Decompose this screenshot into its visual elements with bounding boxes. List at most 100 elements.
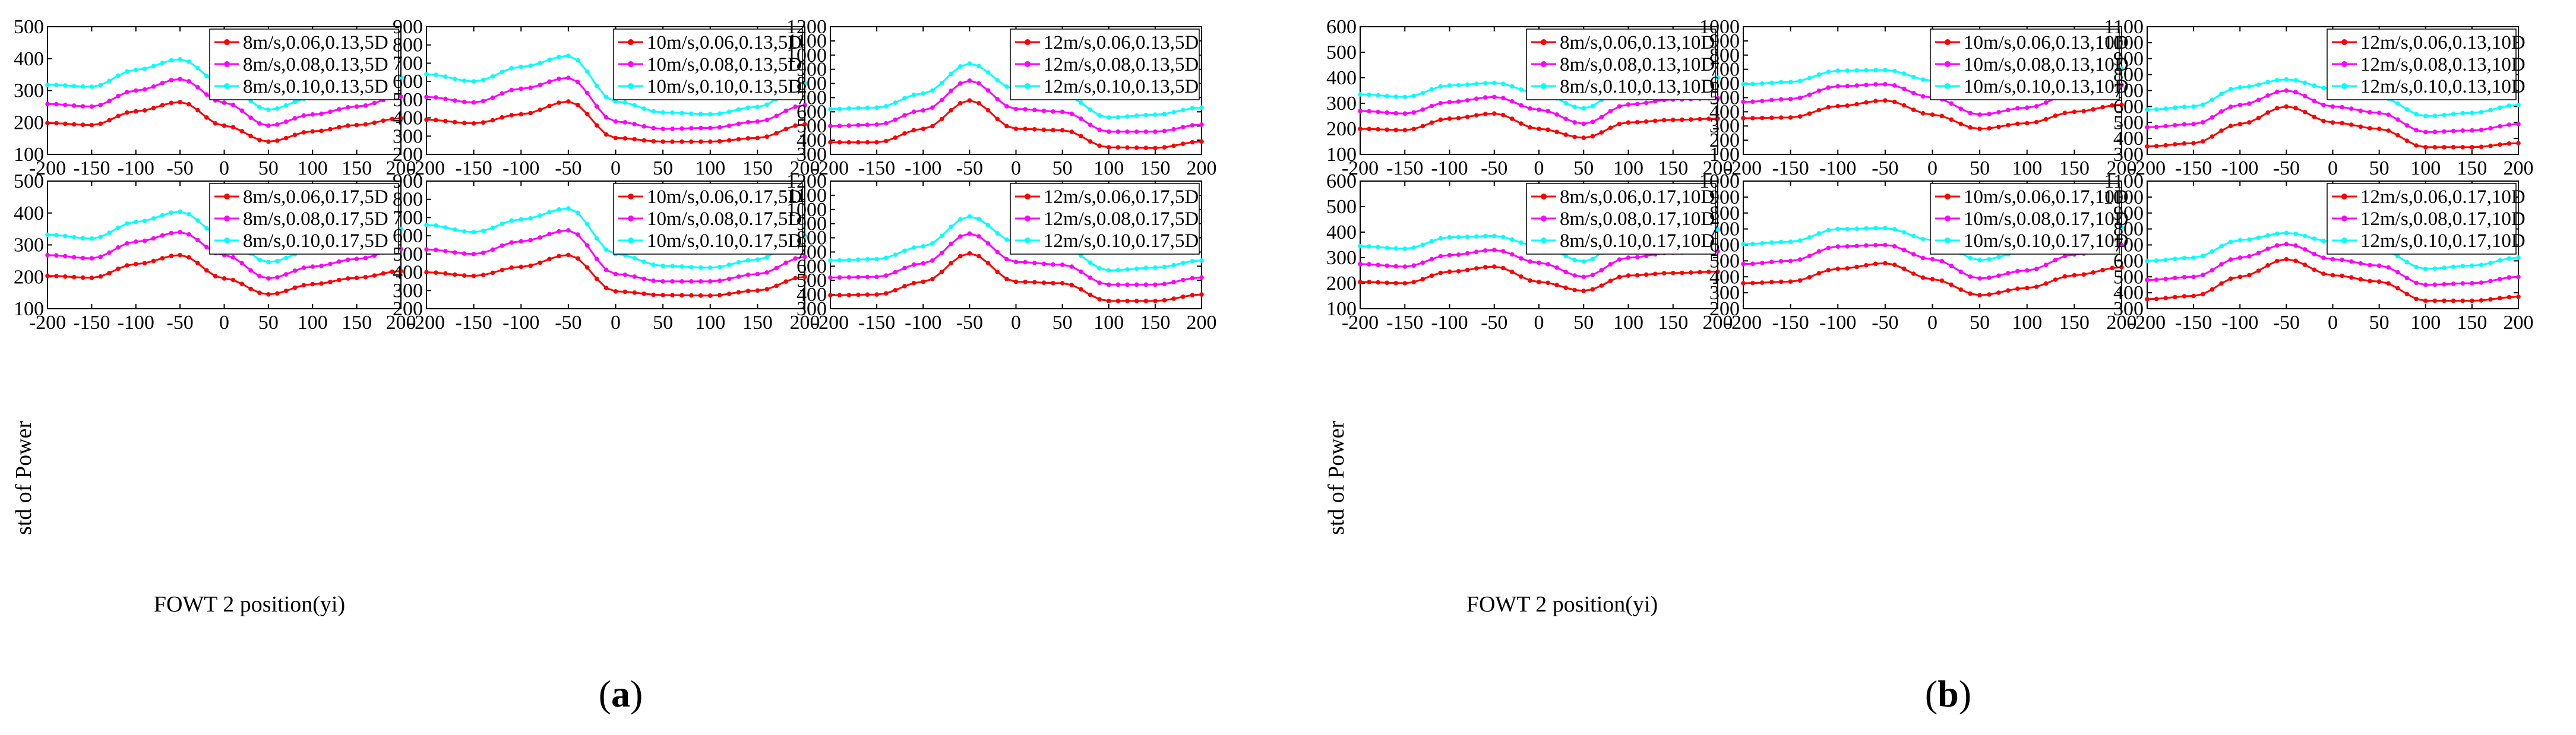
data-point: [275, 291, 280, 296]
data-point: [195, 85, 200, 90]
data-point: [1528, 259, 1532, 264]
data-point: [195, 237, 200, 243]
data-point: [1901, 248, 1907, 252]
data-point: [434, 223, 438, 228]
data-point: [1429, 239, 1434, 244]
data-point: [902, 284, 907, 289]
data-point: [169, 78, 174, 83]
x-tick-label: 50: [1052, 312, 1073, 334]
data-point: [134, 67, 138, 72]
data-point: [764, 102, 770, 107]
data-point: [976, 64, 981, 68]
data-point: [1402, 264, 1408, 269]
data-point: [1949, 117, 1954, 122]
y-tick-label: 200: [14, 112, 44, 134]
legend-label: 10m/s,0.10,0.13,5D: [647, 76, 802, 97]
y-tick-label: 300: [393, 125, 423, 147]
data-point: [921, 261, 926, 266]
data-point: [1411, 245, 1417, 250]
data-point: [1760, 280, 1765, 285]
data-point: [2145, 277, 2150, 283]
data-point: [443, 225, 448, 230]
data-point: [2507, 103, 2512, 108]
data-point: [1385, 110, 1389, 115]
data-point: [1599, 115, 1604, 120]
data-point: [301, 130, 306, 135]
data-point: [187, 232, 191, 237]
data-point: [2275, 78, 2280, 83]
data-point: [2451, 128, 2456, 134]
data-point: [846, 258, 852, 262]
data-point: [2256, 82, 2261, 87]
data-point: [471, 121, 476, 126]
data-point: [1358, 109, 1363, 113]
data-point: [745, 105, 751, 110]
data-point: [726, 276, 732, 281]
data-point: [434, 72, 438, 77]
data-point: [1617, 121, 1622, 126]
data-point: [2516, 141, 2521, 145]
x-tick-label: -100: [905, 312, 941, 334]
data-point: [1826, 85, 1831, 90]
legend-marker: [1541, 194, 1547, 199]
data-point: [584, 112, 590, 116]
y-tick-label: 500: [796, 115, 827, 137]
data-point: [1958, 121, 1964, 126]
data-point: [2470, 128, 2474, 133]
data-point: [846, 275, 852, 280]
legend-label: 10m/s,0.06,0.13,5D: [647, 32, 802, 53]
data-point: [1143, 129, 1149, 134]
data-point: [1635, 273, 1640, 278]
data-point: [2460, 128, 2466, 133]
data-point: [884, 104, 889, 109]
data-point: [1041, 127, 1047, 132]
data-point: [204, 115, 209, 120]
data-point: [1107, 129, 1111, 134]
data-point: [670, 126, 675, 131]
data-point: [1115, 299, 1121, 303]
data-point: [1411, 126, 1417, 132]
legend-box: [209, 28, 399, 100]
data-point: [1069, 111, 1074, 116]
data-point: [2119, 83, 2124, 87]
data-point: [500, 243, 505, 248]
data-point: [310, 112, 315, 117]
data-point: [45, 102, 50, 106]
data-point: [745, 136, 751, 141]
data-point: [1199, 258, 1204, 263]
data-point: [71, 84, 77, 88]
data-point: [80, 236, 86, 240]
data-point: [679, 279, 684, 284]
data-point: [865, 256, 870, 262]
data-point: [670, 139, 675, 144]
data-point: [98, 235, 103, 239]
data-point: [1854, 264, 1859, 270]
data-point: [1987, 256, 1992, 262]
data-point: [2432, 282, 2438, 287]
data-point: [1402, 111, 1408, 116]
y-tick-label: 1100: [2104, 170, 2144, 192]
data-point: [1060, 281, 1065, 286]
data-point: [2006, 288, 2011, 293]
data-point: [802, 233, 807, 238]
data-point: [1171, 296, 1176, 301]
data-point: [921, 244, 926, 249]
data-point: [204, 74, 209, 78]
data-point: [1199, 292, 1204, 297]
data-point: [301, 113, 306, 118]
data-point: [1920, 94, 1926, 99]
data-point: [1447, 100, 1452, 104]
data-point: [1199, 275, 1204, 280]
y-tick-label: 100: [14, 144, 44, 166]
data-point: [98, 83, 103, 88]
data-point: [301, 265, 306, 270]
data-point: [2488, 143, 2493, 148]
data-point: [2358, 124, 2363, 129]
data-point: [1741, 99, 1746, 104]
data-point: [1004, 237, 1009, 242]
data-point: [2293, 243, 2298, 248]
data-point: [2256, 251, 2261, 255]
data-point: [54, 121, 59, 126]
data-point: [2302, 247, 2308, 252]
